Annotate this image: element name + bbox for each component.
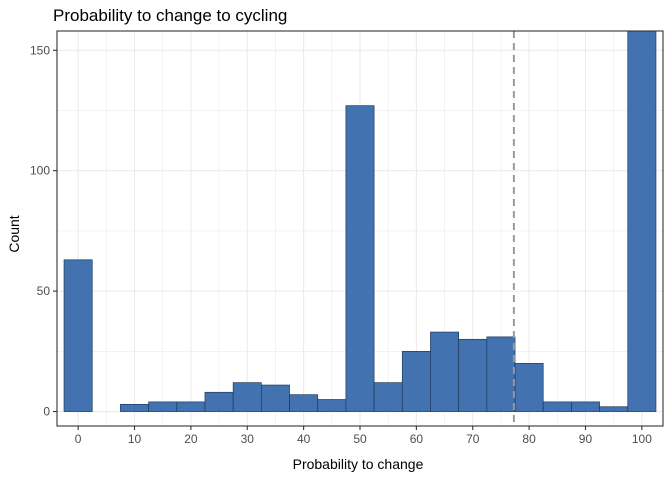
histogram-bar bbox=[571, 401, 600, 412]
y-tick-label: 50 bbox=[37, 284, 51, 298]
y-tick-label: 100 bbox=[30, 164, 50, 178]
axis-ticks bbox=[53, 49, 643, 430]
histogram-bar bbox=[148, 401, 178, 412]
histogram-bar bbox=[401, 350, 431, 412]
histogram-bar bbox=[120, 403, 149, 412]
x-tick-label: 50 bbox=[353, 432, 367, 446]
x-tick-label: 80 bbox=[522, 432, 536, 446]
histogram-bar bbox=[232, 382, 262, 412]
x-tick-label: 30 bbox=[241, 432, 255, 446]
histogram-bar bbox=[486, 336, 516, 412]
y-axis-title: Count bbox=[6, 215, 22, 252]
histogram-bar bbox=[599, 406, 629, 412]
histogram-bar bbox=[317, 399, 347, 412]
x-tick-label: 40 bbox=[297, 432, 311, 446]
histogram-bar bbox=[458, 338, 488, 412]
x-tick-label: 90 bbox=[579, 432, 593, 446]
x-tick-label: 10 bbox=[128, 432, 142, 446]
chart-title: Probability to change to cycling bbox=[53, 6, 288, 25]
y-tick-label: 0 bbox=[43, 405, 50, 419]
histogram-bar bbox=[260, 384, 290, 412]
histogram-bar bbox=[430, 331, 460, 412]
x-tick-label: 0 bbox=[75, 432, 82, 446]
x-tick-label: 100 bbox=[632, 432, 652, 446]
x-tick-label: 70 bbox=[466, 432, 480, 446]
x-tick-label: 20 bbox=[184, 432, 198, 446]
histogram-bar bbox=[204, 391, 234, 412]
y-tick-label: 150 bbox=[30, 43, 50, 57]
tick-labels: 0 10 20 30 40 50 60 70 80 90 100 0 50 100 150 bbox=[30, 43, 652, 446]
histogram-bar bbox=[289, 394, 319, 412]
histogram-bars bbox=[63, 30, 657, 412]
histogram-bar bbox=[63, 259, 93, 412]
histogram-bar bbox=[373, 382, 403, 412]
histogram-bar bbox=[345, 105, 375, 412]
histogram-bar bbox=[514, 363, 544, 412]
histogram-bar bbox=[542, 401, 572, 412]
x-tick-label: 60 bbox=[410, 432, 424, 446]
histogram-bar bbox=[176, 401, 206, 412]
x-axis-title: Probability to change bbox=[293, 456, 424, 472]
histogram-bar bbox=[627, 30, 657, 412]
